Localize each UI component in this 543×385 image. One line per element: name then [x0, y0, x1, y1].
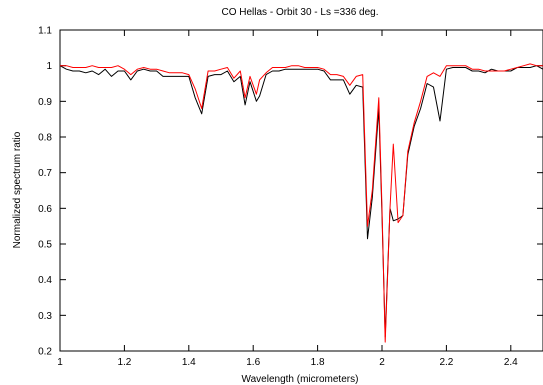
series-lines — [59, 63, 543, 343]
x-axis-label: Wavelength (micrometers) — [242, 374, 359, 385]
x-axis: 1 1.2 1.4 1.6 1.8 2 2.2 2.4 — [57, 30, 518, 368]
x-tick-label: 1.2 — [117, 357, 131, 368]
y-tick-label: 0.4 — [38, 275, 52, 286]
y-axis-label: Normalized spectrum ratio — [12, 131, 23, 248]
series-line-2 — [60, 63, 543, 343]
y-tick-label: 0.2 — [38, 347, 52, 358]
chart-title: CO Hellas - Orbit 30 - Ls =336 deg. — [221, 7, 378, 18]
y-tick-label: 1 — [46, 61, 52, 72]
y-tick-label: 0.3 — [38, 311, 52, 322]
x-tick-label: 2 — [379, 357, 385, 368]
x-tick-label: 1.4 — [182, 357, 196, 368]
y-tick-label: 0.5 — [38, 240, 52, 251]
x-tick-label: 1.6 — [246, 357, 260, 368]
y-tick-label: 1.1 — [38, 26, 52, 37]
x-tick-label: 2.2 — [439, 357, 453, 368]
x-tick-label: 2.4 — [504, 357, 518, 368]
series-line-1 — [59, 65, 543, 338]
y-tick-label: 0.7 — [38, 168, 52, 179]
y-tick-label: 0.8 — [38, 133, 52, 144]
x-tick-label: 1.8 — [311, 357, 325, 368]
y-tick-label: 0.6 — [38, 204, 52, 215]
x-tick-label: 1 — [57, 357, 63, 368]
y-tick-label: 0.9 — [38, 97, 52, 108]
plot-frame — [59, 29, 543, 352]
y-axis: 0.2 0.3 0.4 0.5 0.6 0.7 0.8 0.9 1 1.1 — [38, 26, 543, 358]
